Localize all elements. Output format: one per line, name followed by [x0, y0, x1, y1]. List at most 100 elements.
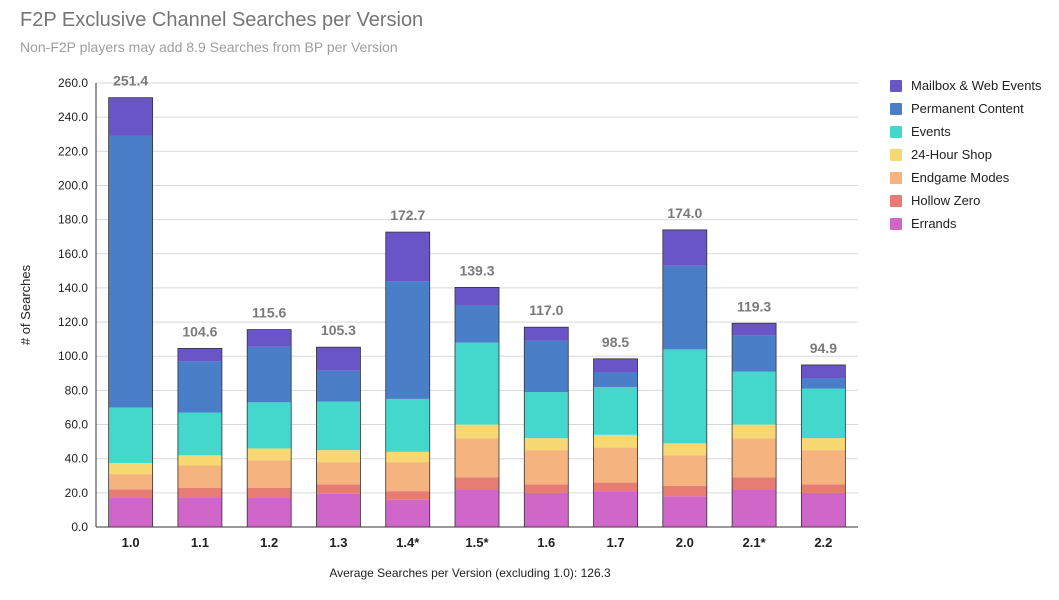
y-tick-label: 180.0	[58, 213, 88, 227]
bar-segment	[732, 371, 777, 425]
y-tick-label: 40.0	[65, 452, 89, 466]
total-data-label: 172.7	[390, 207, 425, 223]
bar-segment	[385, 451, 430, 463]
bar-outline	[177, 347, 223, 528]
bar-segment	[662, 486, 707, 497]
legend-label: Mailbox & Web Events	[911, 78, 1042, 93]
total-data-label: 94.9	[810, 340, 837, 356]
y-tick-label: 100.0	[58, 349, 88, 363]
bar-segment	[662, 455, 707, 487]
bar-segment	[593, 386, 638, 435]
bar-segment	[524, 327, 569, 341]
legend-swatch	[890, 102, 902, 115]
x-tick-label: 2.1*	[743, 535, 767, 550]
bar-segment	[455, 342, 499, 425]
y-tick-label: 120.0	[58, 315, 88, 329]
bar-segment	[316, 484, 361, 494]
bar-outline	[316, 346, 361, 528]
bar-segment	[732, 489, 777, 527]
legend-item: Endgame Modes	[890, 166, 1042, 189]
bar-segment	[593, 491, 638, 527]
bar-segment	[593, 358, 638, 373]
bar-outline	[593, 358, 638, 528]
total-data-label: 139.3	[459, 262, 494, 278]
y-tick-label: 60.0	[65, 418, 89, 432]
bar-segment	[593, 447, 638, 483]
bar-segment	[524, 484, 569, 493]
bar-segment	[108, 407, 153, 463]
bar-segment	[108, 97, 153, 136]
y-axis-label: # of Searches	[18, 264, 33, 345]
x-tick-label: 1.6	[537, 535, 555, 550]
bar-segment	[801, 388, 846, 439]
bar-outline	[800, 364, 846, 528]
bar-outline	[108, 97, 154, 528]
bar-segment	[732, 438, 777, 478]
bar-segment	[316, 450, 361, 463]
bar-segment	[247, 329, 292, 347]
bar-segment	[316, 370, 361, 402]
bar-segment	[455, 305, 499, 343]
bar-segment	[524, 450, 569, 485]
bar-outline	[385, 231, 431, 528]
legend-label: Endgame Modes	[911, 170, 1010, 185]
bar-segment	[662, 265, 707, 350]
bar-segment	[455, 287, 499, 305]
x-axis-label: Average Searches per Version (excluding …	[329, 566, 611, 580]
bar-segment	[662, 443, 707, 456]
bar-segment	[177, 412, 222, 456]
x-tick-label: 1.5*	[465, 535, 489, 550]
y-tick-label: 220.0	[58, 144, 88, 158]
x-tick-label: 1.0	[122, 535, 140, 550]
bar-segment	[524, 492, 569, 527]
bar-segment	[801, 378, 846, 389]
legend-swatch	[890, 148, 902, 161]
bar-segment	[247, 448, 292, 461]
bar-segment	[455, 489, 499, 527]
bar-segment	[524, 438, 569, 451]
bar-segment	[385, 232, 430, 282]
bar-segment	[455, 438, 499, 478]
bar-segment	[801, 438, 846, 451]
y-tick-label: 200.0	[58, 178, 88, 192]
y-tick-label: 140.0	[58, 281, 88, 295]
total-data-label: 105.3	[321, 322, 356, 338]
bar-segment	[801, 364, 846, 379]
y-tick-label: 260.0	[58, 76, 88, 90]
y-tick-label: 20.0	[65, 486, 89, 500]
legend-label: Errands	[911, 216, 957, 231]
bar-segment	[801, 484, 846, 493]
bar-segment	[247, 497, 292, 527]
x-tick-label: 1.3	[329, 535, 347, 550]
bar-segment	[662, 496, 707, 527]
total-data-label: 117.0	[529, 302, 563, 318]
legend-item: Hollow Zero	[890, 189, 1042, 212]
bar-segment	[316, 347, 361, 371]
bar-segment	[385, 491, 430, 500]
bar-outline	[523, 326, 569, 528]
total-data-label: 104.6	[182, 323, 217, 339]
bar-segment	[524, 340, 569, 393]
x-tick-label: 1.4*	[396, 535, 420, 550]
bar-segment	[732, 477, 777, 490]
legend-label: Events	[911, 124, 951, 139]
total-data-label: 119.3	[737, 298, 771, 314]
bar-segment	[455, 424, 499, 439]
legend-item: Permanent Content	[890, 97, 1042, 120]
total-data-label: 98.5	[602, 334, 629, 350]
legend-label: Hollow Zero	[911, 193, 981, 208]
x-tick-label: 2.2	[814, 535, 832, 550]
bar-segment	[316, 462, 361, 485]
bar-segment	[316, 493, 361, 527]
bar-segment	[593, 482, 638, 492]
bar-segment	[177, 361, 222, 413]
y-tick-label: 240.0	[58, 110, 88, 124]
y-tick-label: 160.0	[58, 247, 88, 261]
legend-swatch	[890, 79, 902, 92]
legend-item: Events	[890, 120, 1042, 143]
bar-segment	[385, 281, 430, 399]
bar-segment	[593, 434, 638, 448]
total-data-label: 174.0	[667, 205, 702, 221]
bar-segment	[662, 349, 707, 444]
